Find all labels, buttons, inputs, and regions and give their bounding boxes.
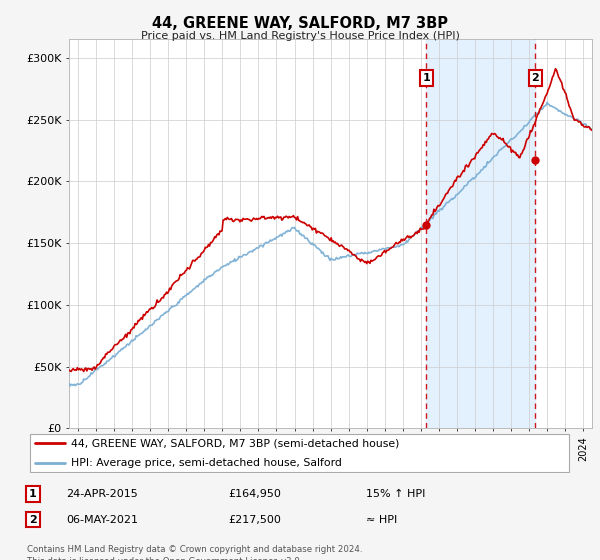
Text: HPI: Average price, semi-detached house, Salford: HPI: Average price, semi-detached house,… bbox=[71, 458, 341, 468]
Text: Price paid vs. HM Land Registry's House Price Index (HPI): Price paid vs. HM Land Registry's House … bbox=[140, 31, 460, 41]
Text: £164,950: £164,950 bbox=[228, 489, 281, 499]
Text: 1: 1 bbox=[29, 489, 37, 499]
Text: 15% ↑ HPI: 15% ↑ HPI bbox=[366, 489, 425, 499]
Text: £217,500: £217,500 bbox=[228, 515, 281, 525]
FancyBboxPatch shape bbox=[30, 433, 569, 473]
Text: 2: 2 bbox=[532, 73, 539, 83]
Text: 44, GREENE WAY, SALFORD, M7 3BP: 44, GREENE WAY, SALFORD, M7 3BP bbox=[152, 16, 448, 31]
Text: 1: 1 bbox=[422, 73, 430, 83]
Text: 24-APR-2015: 24-APR-2015 bbox=[66, 489, 138, 499]
Text: 2: 2 bbox=[29, 515, 37, 525]
Text: 06-MAY-2021: 06-MAY-2021 bbox=[66, 515, 138, 525]
Text: ≈ HPI: ≈ HPI bbox=[366, 515, 397, 525]
Text: Contains HM Land Registry data © Crown copyright and database right 2024.
This d: Contains HM Land Registry data © Crown c… bbox=[27, 545, 362, 560]
Bar bbox=[427, 39, 535, 428]
Text: 44, GREENE WAY, SALFORD, M7 3BP (semi-detached house): 44, GREENE WAY, SALFORD, M7 3BP (semi-de… bbox=[71, 438, 399, 449]
